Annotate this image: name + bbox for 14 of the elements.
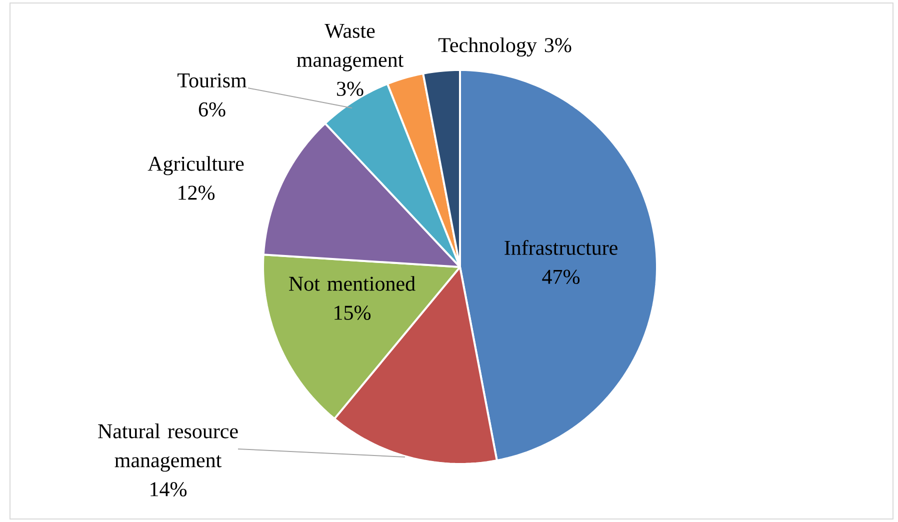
slice-label: Natural resource management — [98, 424, 238, 472]
data-label: 15% — [334, 306, 371, 320]
data-label: 3% — [337, 82, 364, 96]
data-label: 6% — [198, 102, 226, 117]
data-label: 14% — [150, 482, 187, 496]
data-label: 3% — [544, 38, 572, 52]
slice-label: Not mentioned — [289, 276, 416, 291]
slice-label: Waste management — [296, 24, 404, 72]
slice-label: Infrastructure — [504, 240, 618, 255]
data-label: 12% — [178, 186, 215, 200]
data-label: 47% — [542, 270, 580, 284]
slice-label: Tourism — [178, 73, 247, 88]
slice-label: Agriculture — [148, 156, 244, 176]
slice-label: Technology — [438, 37, 537, 57]
